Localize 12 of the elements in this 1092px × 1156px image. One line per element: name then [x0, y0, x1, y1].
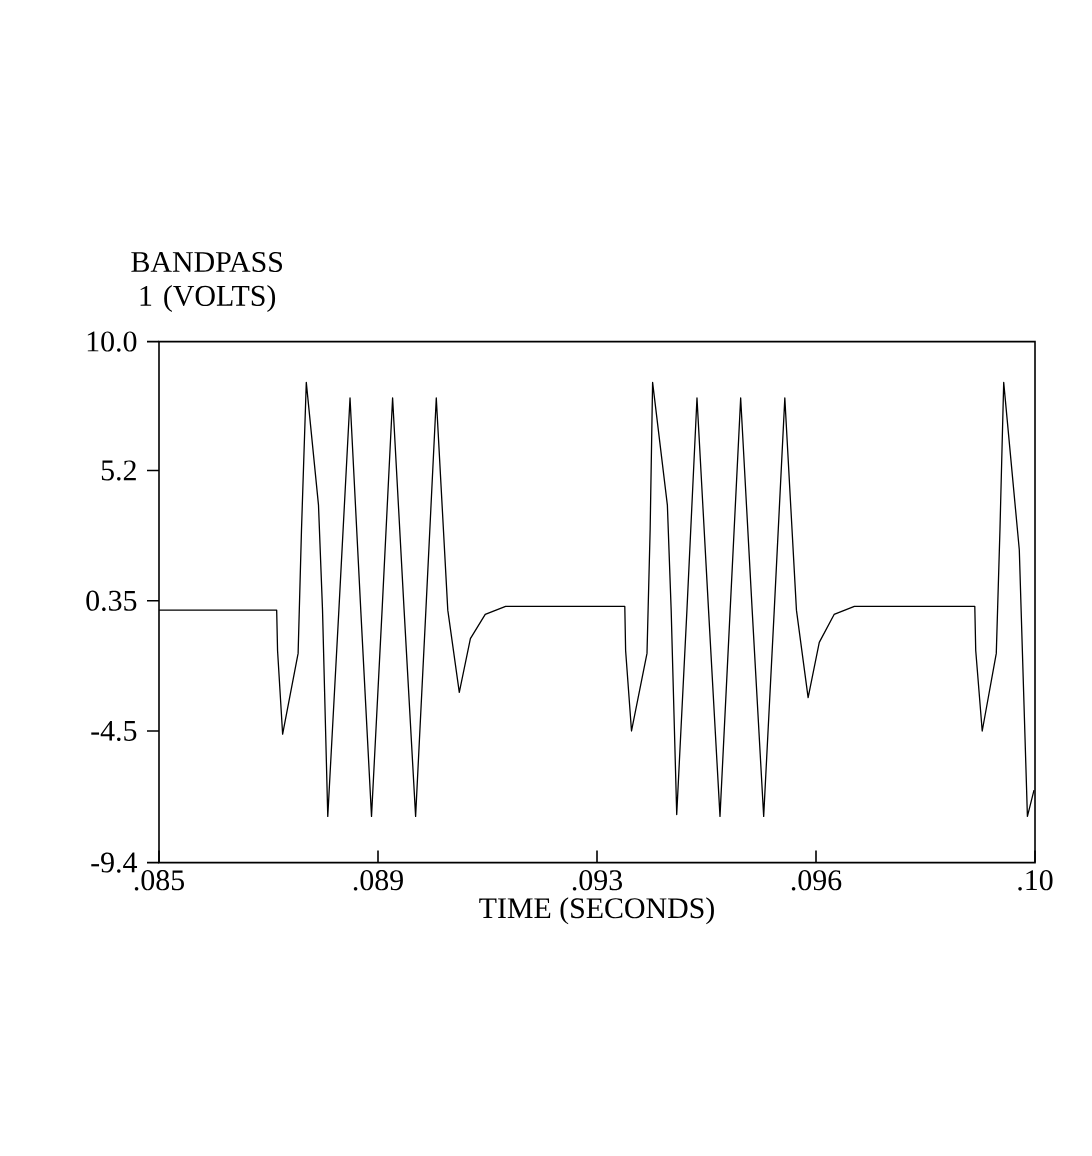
- x-tick-label: .096: [791, 870, 842, 891]
- y-tick-label: 0.35: [86, 590, 137, 611]
- y-tick-label: 10.0: [87, 331, 137, 352]
- x-tick-label: .10: [1018, 870, 1053, 891]
- x-tick-label: .085: [134, 870, 184, 891]
- y-tick-label: -9.4: [91, 852, 138, 873]
- x-axis-title: TIME (SECONDS): [479, 897, 714, 925]
- y-tick-label: 5.2: [101, 460, 136, 481]
- x-tick-label: .093: [572, 870, 622, 891]
- x-tick-label: .089: [353, 870, 403, 891]
- y-axis-title: BANDPASS 1 (VOLTS): [131, 251, 283, 313]
- y-tick-label: -4.5: [91, 720, 137, 742]
